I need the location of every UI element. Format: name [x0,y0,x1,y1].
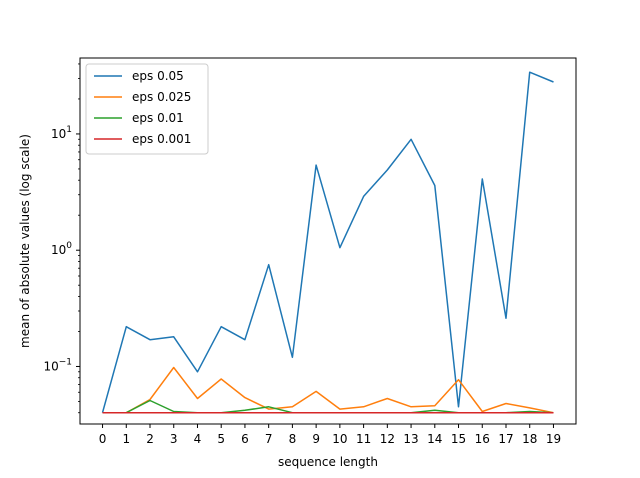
y-axis-label: mean of absolute values (log scale) [18,134,32,348]
series-line [102,366,554,414]
x-axis-label: sequence length [278,455,378,469]
x-tick-label: 17 [498,432,513,446]
legend-box [85,63,209,155]
legend: eps 0.05 eps 0.025 eps 0.01 eps 0.001 [85,63,209,155]
x-tick-label: 13 [403,432,418,446]
x-tick-label: 0 [99,432,107,446]
x-tick-label: 12 [380,432,395,446]
x-tick-label: 10 [332,432,347,446]
x-tick-label: 8 [289,432,297,446]
x-tick-label: 7 [265,432,273,446]
y-tick-label: 100 [51,241,72,257]
series-line [101,71,554,413]
x-tick-label: 6 [241,432,249,446]
x-tick-label: 3 [170,432,178,446]
legend-entry: eps 0.025 [132,90,191,104]
x-tick-label: 14 [427,432,442,446]
x-axis: 0 1 2 3 4 5 6 7 8 9 10 11 12 13 14 15 16 17 18 19 [99,424,561,446]
y-axis: 10−1 100 101 [43,63,80,414]
x-tick-label: 19 [546,432,561,446]
x-tick-label: 15 [451,432,466,446]
x-tick-label: 16 [475,432,490,446]
x-tick-label: 11 [356,432,371,446]
x-tick-label: 5 [217,432,225,446]
x-tick-label: 18 [522,432,537,446]
legend-entry: eps 0.01 [132,111,184,125]
x-tick-label: 4 [194,432,202,446]
legend-entry: eps 0.05 [132,69,184,83]
plot-frame [79,57,577,425]
plot-lines [101,71,554,414]
x-tick-label: 9 [312,432,320,446]
x-tick-label: 2 [146,432,154,446]
y-tick-label: 10−1 [43,357,72,373]
y-tick-label: 101 [51,125,72,141]
legend-entry: eps 0.001 [132,132,191,146]
x-tick-label: 1 [122,432,130,446]
